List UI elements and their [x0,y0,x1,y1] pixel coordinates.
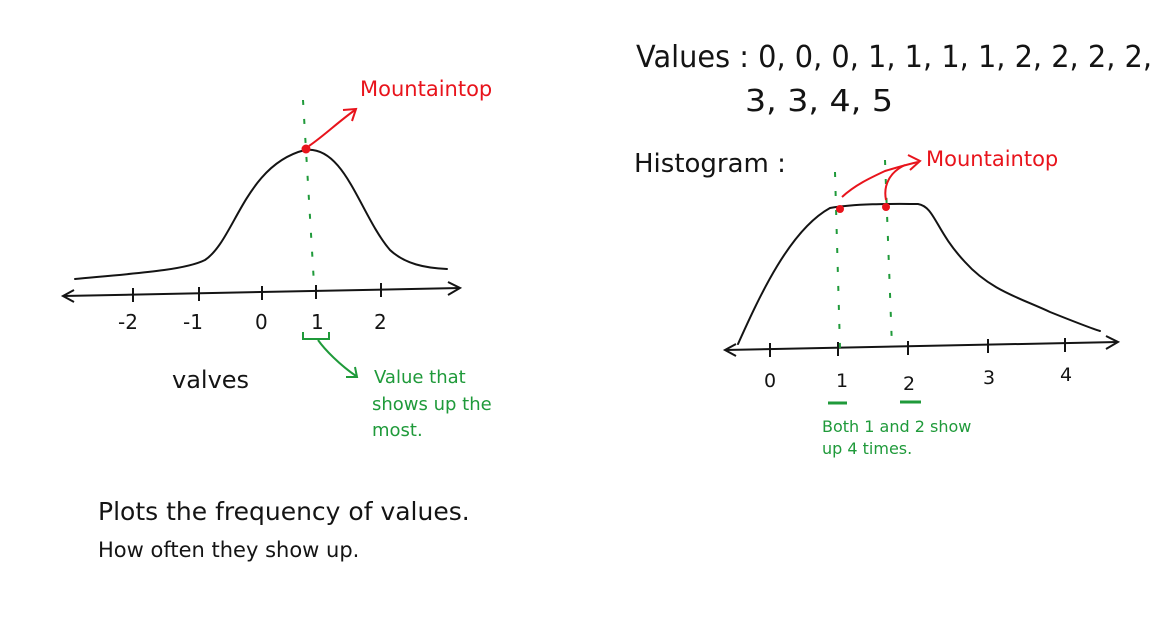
right-tick-label: 0 [764,370,776,392]
left-mode-dashed-line [302,99,315,285]
left-axis-label: valves [172,366,249,394]
right-mountaintop-label: Mountaintop [926,147,1058,171]
left-mode-note-arrowhead [346,366,359,378]
right-mode-dashed-line-1 [834,171,841,349]
right-peak-arrowhead [907,154,922,171]
left-mountaintop-label: Mountaintop [360,77,492,101]
left-mode-note-line: most. [372,420,423,441]
right-peak-arrow-2 [884,164,906,201]
right-x-axis [724,341,1119,351]
left-x-axis-right-arrow [447,281,463,296]
values-list-line: 3, 3, 4, 5 [745,84,893,119]
right-x-axis-left-arrow [722,343,737,357]
right-tick-label: 3 [983,367,995,389]
left-x-axis-left-arrow [60,289,75,303]
left-tick-label: 1 [311,310,324,334]
left-peak-arrowhead [342,107,358,122]
left-mode-note-line: Value that [374,367,466,388]
left-caption-line: How often they show up. [98,538,359,562]
right-tick-label: 1 [836,370,848,392]
left-tick-label: -1 [183,310,203,334]
right-sketch: Values : 0, 0, 0, 1, 1, 1, 1, 2, 2, 2, 2… [634,40,1152,458]
left-mode-note-line: shows up the [372,394,492,415]
right-peak-dot-2 [882,203,890,211]
right-x-axis-right-arrow [1105,335,1121,350]
right-tick-label: 4 [1060,364,1072,386]
left-caption-line: Plots the frequency of values. [98,497,470,526]
left-tick-label: 2 [374,310,387,334]
right-peak-dot-1 [836,205,844,213]
right-tick-label: 2 [903,373,915,395]
right-mode-note-line: up 4 times. [822,439,912,458]
left-sketch: -2 -1 0 1 2 Mountaintop valves Value tha… [60,77,492,562]
left-tick-label: 0 [255,310,268,334]
histogram-label: Histogram : [634,149,786,179]
right-mode-note-line: Both 1 and 2 show [822,417,971,436]
histogram-curve [737,202,1101,345]
right-mode-dashed-line-2 [884,159,893,348]
left-peak-dot [301,144,311,154]
right-peak-arrow-1 [841,161,919,198]
left-mode-bracket [302,332,330,340]
values-list-line: Values : 0, 0, 0, 1, 1, 1, 1, 2, 2, 2, 2… [636,40,1152,75]
left-tick-label: -2 [118,310,138,334]
bell-curve [74,148,448,280]
left-mode-note-arrow [317,339,357,377]
left-peak-arrow [308,109,356,147]
